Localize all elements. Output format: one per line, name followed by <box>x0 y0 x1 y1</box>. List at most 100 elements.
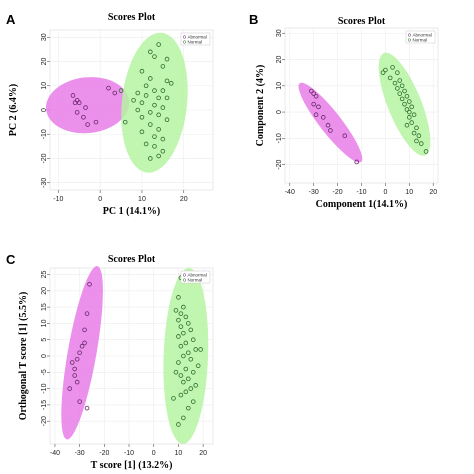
data-point-abnormal <box>69 360 75 365</box>
confidence-ellipse-normal <box>121 32 188 173</box>
data-point-abnormal <box>82 327 87 333</box>
data-point-abnormal <box>81 114 86 120</box>
data-point-abnormal <box>308 88 314 94</box>
data-point-normal <box>160 136 166 142</box>
y-axis-label: PC 2 (6.4%) <box>8 84 19 137</box>
data-point-abnormal <box>354 159 360 165</box>
y-tick-label: 25 <box>41 271 48 279</box>
data-point-normal <box>407 109 412 115</box>
data-point-abnormal <box>87 281 92 287</box>
data-point-normal <box>118 88 124 93</box>
data-point-normal <box>135 90 141 96</box>
y-axis-label: Orthogonal T score [1] (5.5%) <box>18 292 29 421</box>
chart-title: Scores Plot <box>108 254 156 265</box>
data-point-normal <box>409 120 415 125</box>
data-point-normal <box>143 83 149 89</box>
data-point-normal <box>186 405 191 411</box>
data-point-normal <box>164 56 170 62</box>
data-point-normal <box>148 122 153 127</box>
data-point-normal <box>178 324 184 329</box>
data-point-normal <box>380 70 386 75</box>
data-point-normal <box>411 130 417 136</box>
data-point-normal <box>156 95 161 101</box>
data-point-normal <box>143 141 149 147</box>
data-point-abnormal <box>72 366 77 372</box>
data-point-normal <box>397 91 403 96</box>
data-point-normal <box>139 114 145 120</box>
data-point-normal <box>173 369 179 375</box>
data-point-normal <box>181 353 186 359</box>
data-point-normal <box>176 295 181 300</box>
data-point-normal <box>409 104 415 110</box>
x-tick-label: 20 <box>429 189 437 196</box>
data-point-normal <box>152 144 157 149</box>
data-point-normal <box>402 88 407 94</box>
data-point-normal <box>181 304 186 310</box>
data-point-abnormal <box>74 356 80 362</box>
data-point-normal <box>178 373 184 378</box>
data-point-normal <box>399 96 405 102</box>
data-point-normal <box>183 366 189 372</box>
data-point-normal <box>156 127 161 132</box>
legend-marker-normal <box>182 40 187 44</box>
data-point-normal <box>160 88 166 93</box>
legend-box <box>405 30 436 44</box>
legend-marker-abnormal <box>182 35 187 39</box>
legend-marker-normal <box>407 38 412 42</box>
data-point-normal <box>122 119 128 125</box>
data-point-normal <box>181 415 186 421</box>
data-point-normal <box>404 107 410 112</box>
data-point-normal <box>176 334 181 339</box>
data-point-normal <box>186 376 191 382</box>
y-tick-label: 0 <box>276 110 283 114</box>
data-point-normal <box>160 148 166 154</box>
plot-panel-c: -40 -30 -20 -10 0 10 20 -20 -15 -10 -5 0 5 10 15 20 25 Ab… <box>18 254 214 471</box>
y-tick-label: 20 <box>276 56 283 64</box>
legend-label-normal: Normal <box>188 40 203 45</box>
data-point-normal <box>407 99 412 104</box>
data-point-abnormal <box>83 105 88 110</box>
x-tick-label: -40 <box>50 450 60 457</box>
data-point-abnormal <box>93 119 99 125</box>
data-point-normal <box>183 389 189 395</box>
data-point-abnormal <box>84 311 90 316</box>
data-point-normal <box>190 369 196 375</box>
data-point-abnormal <box>72 373 77 378</box>
y-tick-label: -20 <box>41 153 48 163</box>
y-tick-label: -15 <box>41 400 48 410</box>
chart-title: Scores Plot <box>338 16 386 27</box>
legend-marker-abnormal <box>407 33 412 37</box>
data-point-abnormal <box>311 91 316 96</box>
data-point-normal <box>139 100 145 106</box>
data-point-normal <box>183 340 189 346</box>
data-point-normal <box>404 94 410 99</box>
data-point-normal <box>193 347 199 352</box>
data-point-abnormal <box>77 350 82 356</box>
data-point-normal <box>148 76 153 81</box>
data-point-normal <box>193 383 199 388</box>
x-tick-label: 10 <box>175 450 183 457</box>
y-tick-label: 10 <box>276 82 283 90</box>
data-point-normal <box>148 110 153 115</box>
data-point-normal <box>152 54 157 59</box>
x-tick-label: 0 <box>152 450 156 457</box>
data-point-normal <box>195 363 201 369</box>
data-point-abnormal <box>76 100 82 106</box>
confidence-ellipse-abnormal <box>45 77 130 134</box>
data-point-normal <box>160 105 166 110</box>
data-point-normal <box>186 350 191 356</box>
data-point-normal <box>176 317 181 323</box>
y-tick-label: -10 <box>276 133 283 143</box>
data-point-normal <box>139 129 145 135</box>
data-point-abnormal <box>328 128 333 133</box>
data-point-abnormal <box>342 133 348 139</box>
data-point-normal <box>178 392 184 398</box>
y-tick-label: -30 <box>41 178 48 188</box>
x-tick-label: -10 <box>53 196 63 203</box>
y-tick-label: 5 <box>41 338 48 342</box>
data-point-abnormal <box>70 93 76 98</box>
data-point-normal <box>178 343 184 349</box>
data-point-normal <box>164 78 170 84</box>
data-point-normal <box>176 422 181 427</box>
